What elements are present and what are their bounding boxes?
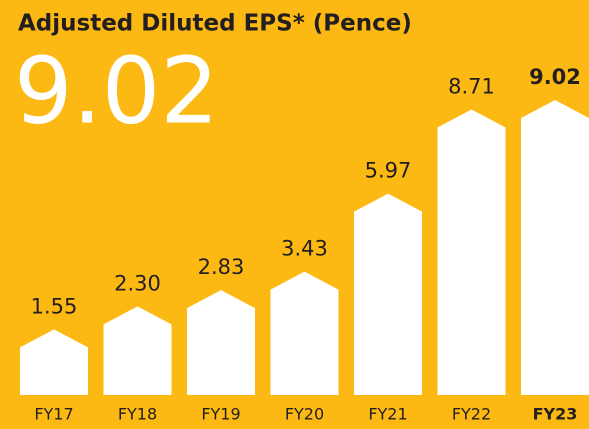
x-tick-label: FY22 [452,405,491,424]
value-label: 2.83 [198,255,245,279]
bar [521,100,589,395]
value-label: 3.43 [281,237,328,261]
bar [354,193,422,395]
bar [270,271,339,395]
x-tick-label: FY21 [368,405,407,424]
chart-title: Adjusted Diluted EPS* (Pence) [18,11,412,37]
value-label: 8.71 [448,75,495,99]
bar [187,290,255,395]
x-tick-label: FY20 [285,405,324,424]
x-tick-label: FY19 [201,405,240,424]
x-tick-label: FY18 [118,405,157,424]
x-tick-label: FY23 [533,405,578,424]
bar [20,329,88,395]
bar [103,306,172,395]
headline-value: 9.02 [14,37,219,144]
value-label: 1.55 [31,294,78,318]
value-label: 9.02 [529,65,581,89]
value-label: 5.97 [365,159,412,183]
value-label: 2.30 [114,271,161,295]
x-tick-label: FY17 [34,405,73,424]
bar [437,109,506,395]
